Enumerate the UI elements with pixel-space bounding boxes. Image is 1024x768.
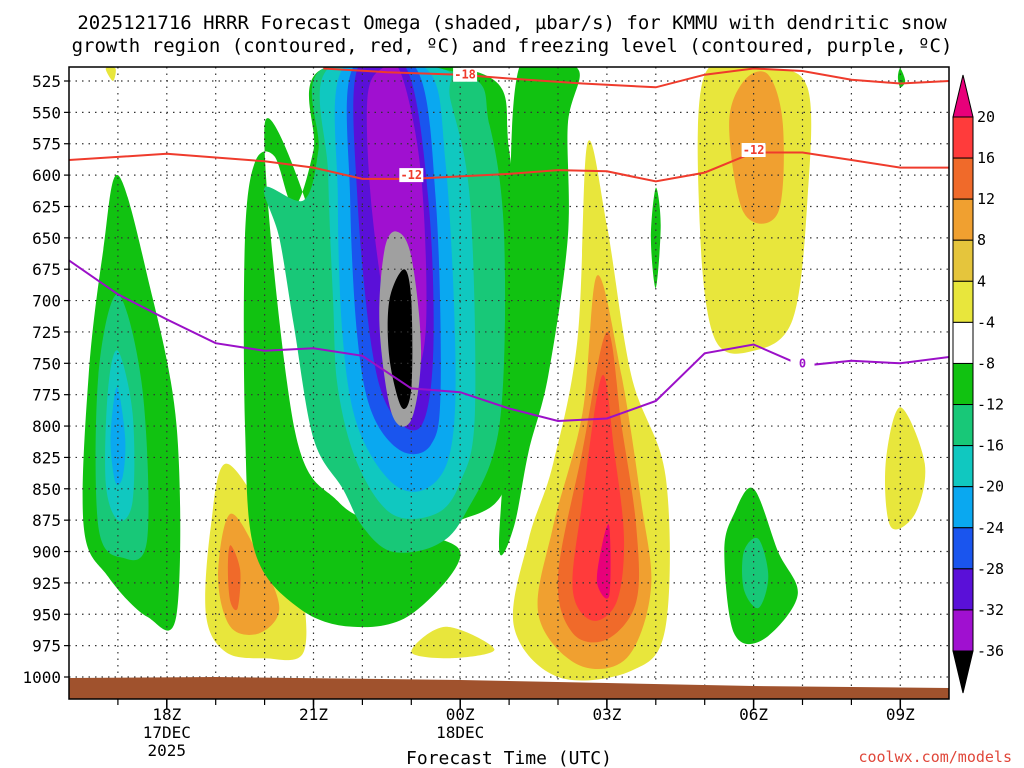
y-tick-label: 700 <box>32 292 61 311</box>
x-tick-label: 18Z <box>152 705 181 724</box>
colorbar-segment <box>952 280 974 323</box>
colorbar-segment <box>952 198 974 241</box>
x-year-label: 2025 <box>148 741 187 760</box>
contour-label-minus12-b: -12 <box>743 143 765 157</box>
x-tick-label: 09Z <box>886 705 915 724</box>
colorbar-tick-label: 20 <box>977 108 995 126</box>
colorbar-tick-label: -8 <box>977 354 995 372</box>
omega-region-minus8 <box>742 537 769 609</box>
colorbar-tick-label: -20 <box>977 478 1004 496</box>
x-tick-label: 21Z <box>299 705 328 724</box>
y-tick-label: 950 <box>32 605 61 624</box>
y-tick-label: 525 <box>32 72 61 91</box>
x-tick-label: 06Z <box>739 705 768 724</box>
colorbar-tick-label: 8 <box>977 231 986 249</box>
credit-link[interactable]: coolwx.com/models <box>858 748 1012 766</box>
omega-region-minus16 <box>110 387 126 485</box>
colorbar-tick-label: -28 <box>977 560 1004 578</box>
x-tick-label: 03Z <box>592 705 621 724</box>
contour-label-minus18: -18 <box>454 68 476 82</box>
y-tick-label: 925 <box>32 574 61 593</box>
colorbar-tick-label: -16 <box>977 437 1004 455</box>
y-tick-label: 1000 <box>22 668 61 687</box>
pressure-axis: 525 550 575 600 625 650 675 700 725 750 775 800 825 8… <box>22 72 69 687</box>
colorbar-tick-label: 16 <box>977 149 995 167</box>
colorbar-segment <box>952 116 974 159</box>
y-tick-label: 875 <box>32 511 61 530</box>
colorbar-segment <box>952 486 974 529</box>
y-tick-label: 750 <box>32 354 61 373</box>
colorbar-segment <box>952 239 974 282</box>
omega-region-minus4 <box>650 187 661 289</box>
x-tick-label: 00Z <box>446 705 475 724</box>
omega-colorbar: 20 16 12 8 4 -4 -8 -12 -16 -20 -24 -28 -32 -36 <box>952 74 1004 694</box>
contour-label-minus12-a-bg <box>399 168 424 183</box>
colorbar-segment <box>952 404 974 447</box>
colorbar-segment <box>952 445 974 488</box>
y-tick-label: 775 <box>32 386 61 405</box>
colorbar-tick-label: -24 <box>977 519 1004 537</box>
x-date-label: 18DEC <box>436 723 484 742</box>
colorbar-tick-label: -36 <box>977 642 1004 660</box>
colorbar-tick-label: 4 <box>977 272 986 290</box>
terrain-fill <box>69 677 949 699</box>
y-tick-label: 825 <box>32 448 61 467</box>
omega-region-4 <box>885 407 926 530</box>
temperature-contours: -18 -12 -12 0 <box>69 67 949 423</box>
y-tick-label: 725 <box>32 323 61 342</box>
chart-title-line2: growth region (contoured, red, ºC) and f… <box>72 35 953 57</box>
chart-title-line1: 2025121716 HRRR Forecast Omega (shaded, … <box>77 12 947 34</box>
y-tick-label: 550 <box>32 103 61 122</box>
omega-region-minus36 <box>387 269 413 410</box>
y-tick-label: 650 <box>32 229 61 248</box>
contour-label-minus12-a: -12 <box>400 168 422 182</box>
snow-growth-minus18-contour <box>323 67 949 89</box>
y-tick-label: 600 <box>32 166 61 185</box>
y-tick-label: 900 <box>32 543 61 562</box>
colorbar-bottom-arrow <box>952 650 974 694</box>
y-tick-label: 625 <box>32 197 61 216</box>
colorbar-tick-label: -4 <box>977 313 995 331</box>
colorbar-tick-label: 12 <box>977 190 995 208</box>
contour-label-freezing: 0 <box>799 356 806 370</box>
y-tick-label: 800 <box>32 417 61 436</box>
omega-region-16 <box>572 375 625 621</box>
y-tick-label: 975 <box>32 637 61 656</box>
omega-region-4 <box>411 626 495 659</box>
colorbar-segment <box>952 609 974 652</box>
omega-shaded-regions <box>82 67 926 681</box>
colorbar-top-arrow <box>952 74 974 118</box>
snow-growth-minus12-contour <box>69 151 949 183</box>
contour-label-minus12-b-bg <box>741 143 766 158</box>
colorbar-tick-label: -32 <box>977 601 1004 619</box>
contour-label-freezing-bg <box>790 356 815 371</box>
omega-region-minus4 <box>499 67 580 556</box>
x-date-label: 17DEC <box>143 723 191 742</box>
colorbar-segment <box>952 362 974 406</box>
x-axis-label: Forecast Time (UTC) <box>406 748 612 768</box>
colorbar-tick-label: -12 <box>977 396 1004 414</box>
colorbar-segment <box>952 527 974 570</box>
y-tick-label: 675 <box>32 260 61 279</box>
omega-region-4 <box>105 67 116 81</box>
colorbar-segment <box>952 568 974 611</box>
omega-region-12 <box>227 545 241 611</box>
y-tick-label: 850 <box>32 480 61 499</box>
y-tick-label: 575 <box>32 135 61 154</box>
plot-area: -18 -12 -12 0 <box>69 67 949 699</box>
contour-label-minus18-bg <box>453 67 478 82</box>
colorbar-segment <box>952 157 974 200</box>
colorbar-segment <box>952 321 974 364</box>
